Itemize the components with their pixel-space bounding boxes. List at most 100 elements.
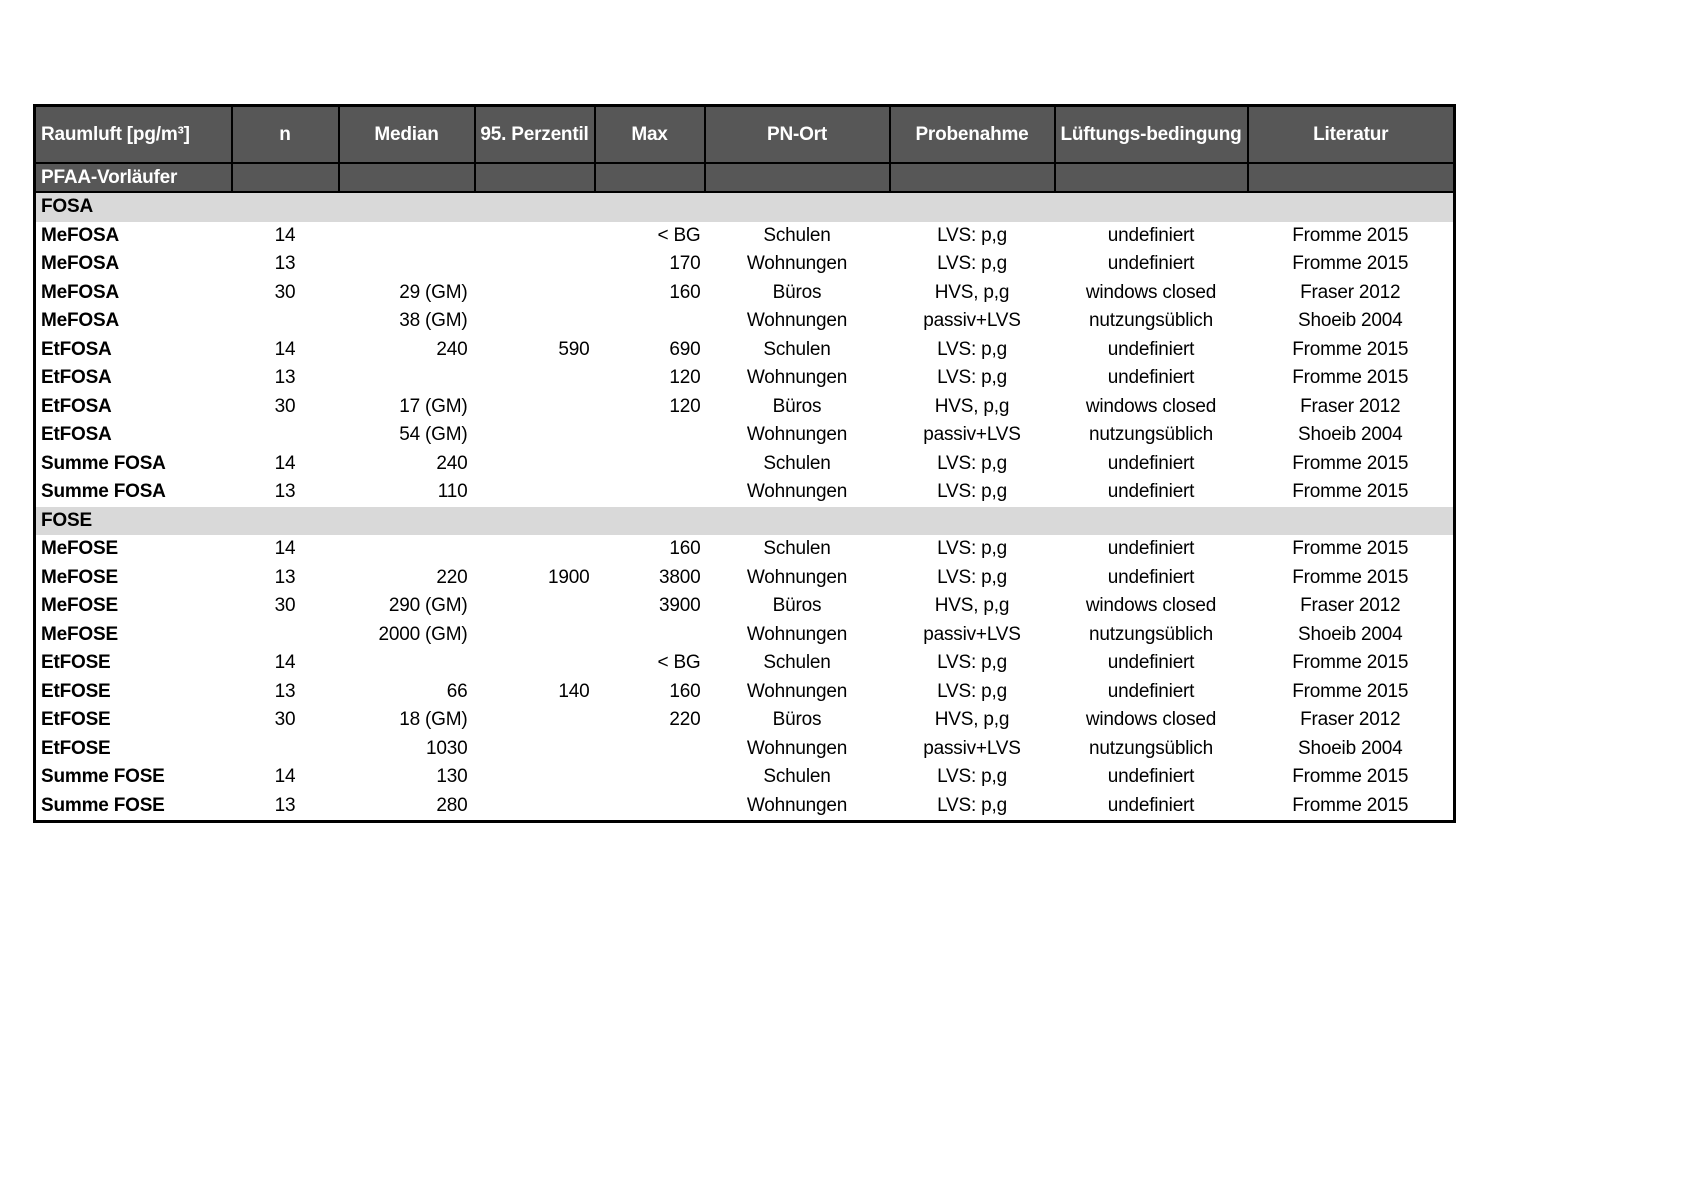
cell-n: 13 [274,367,296,389]
cell-median [339,364,475,393]
cell-lueftung: windows closed [1085,709,1217,731]
cell-literatur: Fraser 2012 [1300,709,1401,731]
cell-pn-ort: Schulen [763,766,831,788]
table-row: EtFOSA 14 240 590 690 Schulen LVS: p,g undefini… [35,336,1455,365]
cell-p95 [475,250,595,279]
cell-n: 13 [274,680,296,702]
cell-pn-ort: Wohnungen [746,566,848,588]
group-header-spacer [1053,162,1249,193]
cell-n [232,307,339,336]
cell-substance: EtFOSA [41,338,112,360]
cell-probenahme: LVS: p,g [937,338,1007,360]
cell-p95 [475,735,595,764]
table-row: EtFOSE 14 < BG Schulen LVS: p,g undefiniert Fr… [35,649,1455,678]
table-row: Summe FOSA 14 240 Schulen LVS: p,g undefinier… [35,450,1455,479]
table-row: EtFOSA 13 120 Wohnungen LVS: p,g undefiniert F… [35,364,1455,393]
table-row: MeFOSE 30 290 (GM) 3900 Büros HVS, p,g windows… [35,592,1455,621]
cell-median: 1030 [426,737,468,759]
cell-substance: EtFOSE [41,680,111,702]
cell-literatur: Fromme 2015 [1292,481,1409,503]
cell-max: 170 [669,253,701,275]
header-row: Raumluft [pg/m³] n Median 95. Perzentil Max P… [33,104,1456,164]
cell-lueftung: nutzungsüblich [1089,737,1213,759]
cell-literatur: Fromme 2015 [1292,224,1409,246]
cell-n: 14 [274,652,296,674]
cell-median: 240 [436,452,468,474]
cell-median: 18 (GM) [399,709,468,731]
cell-n: 14 [274,452,296,474]
cell-n: 13 [274,794,296,816]
cell-p95 [475,535,595,564]
cell-p95 [475,279,595,308]
cell-pn-ort: Schulen [763,338,831,360]
cell-substance: EtFOSA [41,424,112,446]
cell-probenahme: LVS: p,g [937,481,1007,503]
section-header-label: FOSA [34,192,1455,222]
cell-n: 14 [274,766,296,788]
cell-max: 220 [669,709,701,731]
cell-median [339,535,475,564]
cell-probenahme: LVS: p,g [937,452,1007,474]
cell-substance: EtFOSE [41,652,111,674]
cell-probenahme: LVS: p,g [937,652,1007,674]
cell-lueftung: windows closed [1085,595,1217,617]
cell-probenahme: LVS: p,g [937,566,1007,588]
cell-max: 120 [669,367,701,389]
cell-lueftung: windows closed [1085,395,1217,417]
cell-substance: EtFOSA [41,395,112,417]
cell-substance: MeFOSE [41,566,118,588]
cell-pn-ort: Schulen [763,224,831,246]
cell-probenahme: LVS: p,g [937,253,1007,275]
section-header-row: FOSE [34,506,1455,535]
cell-max: 160 [669,538,701,560]
cell-substance: Summe FOSE [41,794,165,816]
cell-n: 14 [274,338,296,360]
cell-p95 [475,364,595,393]
column-header-n: n [230,104,340,164]
cell-probenahme: passiv+LVS [923,310,1021,332]
cell-p95 [475,621,595,650]
cell-pn-ort: Wohnungen [746,424,848,446]
cell-pn-ort: Büros [772,395,822,417]
cell-substance: MeFOSA [41,253,119,275]
cell-probenahme: HVS, p,g [934,395,1010,417]
cell-n: 30 [274,709,296,731]
cell-literatur: Fraser 2012 [1300,395,1401,417]
section-header-label: FOSE [34,506,1455,535]
cell-max [595,735,705,764]
cell-substance: MeFOSE [41,595,118,617]
cell-literatur: Shoeib 2004 [1297,737,1403,759]
cell-substance: MeFOSA [41,310,119,332]
cell-literatur: Fromme 2015 [1292,338,1409,360]
cell-median: 38 (GM) [399,310,468,332]
cell-probenahme: HVS, p,g [934,595,1010,617]
cell-substance: Summe FOSA [41,452,166,474]
cell-max [595,307,705,336]
table-row: MeFOSA 13 170 Wohnungen LVS: p,g undefiniert F… [35,250,1455,279]
cell-literatur: Fromme 2015 [1292,452,1409,474]
cell-p95 [475,649,595,678]
cell-median: 220 [436,566,468,588]
cell-probenahme: LVS: p,g [937,367,1007,389]
cell-lueftung: undefiniert [1107,652,1195,674]
cell-n: 14 [274,224,296,246]
cell-n: 13 [274,481,296,503]
column-header-pn-ort: PN-Ort [703,104,891,164]
column-header-lueftung: Lüftungs-bedingung [1053,104,1249,164]
column-header-p95: 95. Perzentil [473,104,596,164]
cell-literatur: Fromme 2015 [1292,566,1409,588]
cell-n: 30 [274,281,296,303]
cell-median [339,222,475,251]
cell-literatur: Fromme 2015 [1292,794,1409,816]
cell-literatur: Fromme 2015 [1292,253,1409,275]
cell-p95 [475,706,595,735]
cell-literatur: Fromme 2015 [1292,766,1409,788]
cell-probenahme: HVS, p,g [934,709,1010,731]
cell-p95 [475,222,595,251]
cell-probenahme: LVS: p,g [937,680,1007,702]
cell-lueftung: undefiniert [1107,224,1195,246]
column-header-literatur: Literatur [1246,104,1456,164]
group-header-spacer [593,162,706,193]
cell-max: 3900 [659,595,701,617]
cell-pn-ort: Schulen [763,652,831,674]
